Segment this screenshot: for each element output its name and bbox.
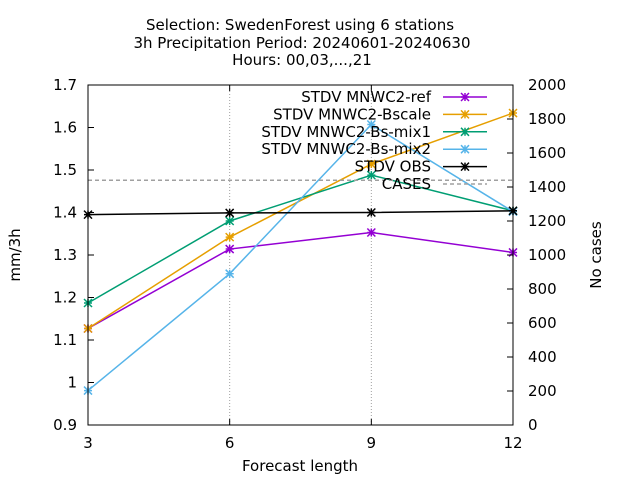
- legend-label: STDV MNWC2-Bs-mix1: [261, 123, 431, 141]
- chart-title: Selection: SwedenForest using 6 stations…: [133, 16, 470, 69]
- series-line: [87, 123, 514, 392]
- y2-tick-label: 1600: [528, 144, 566, 162]
- y-tick-label: 1.1: [53, 331, 77, 349]
- data-point: [225, 208, 235, 218]
- series-4: [83, 206, 518, 220]
- y-tick-label: 1.6: [53, 119, 77, 137]
- legend-marker: [460, 162, 470, 172]
- series-line: [87, 210, 514, 216]
- y-tick-label: 1.4: [53, 204, 77, 222]
- title-line-3: Hours: 00,03,...,21: [232, 51, 372, 69]
- data-point: [366, 227, 376, 238]
- x-tick-label: 6: [225, 434, 235, 452]
- x-tick-label: 12: [503, 434, 522, 452]
- y2-tick-label: 1000: [528, 246, 566, 264]
- title-line-1: Selection: SwedenForest using 6 stations: [146, 16, 454, 34]
- data-point: [366, 170, 376, 180]
- legend-label: STDV OBS: [355, 158, 431, 176]
- y-tick-label: 1.7: [53, 76, 77, 94]
- y2-tick-label: 1400: [528, 178, 566, 196]
- y2-tick-label: 1800: [528, 110, 566, 128]
- data-point: [366, 119, 376, 130]
- y-tick-label: 1.2: [53, 289, 77, 307]
- y2-tick-label: 1200: [528, 212, 566, 230]
- data-point: [366, 159, 376, 169]
- data-point: [366, 207, 376, 218]
- title-line-2: 3h Precipitation Period: 20240601-202406…: [133, 34, 470, 52]
- legend-label: STDV MNWC2-Bs-mix2: [261, 140, 431, 158]
- y2-tick-label: 800: [528, 280, 557, 298]
- series-0: [83, 227, 518, 334]
- y2-tick-label: 2000: [528, 76, 566, 94]
- series-line: [87, 112, 514, 330]
- data-point: [225, 232, 235, 242]
- y-tick-label: 1: [67, 374, 77, 392]
- data-point: [225, 216, 235, 226]
- legend-marker: [460, 109, 470, 119]
- legend-marker: [460, 127, 470, 137]
- x-tick-label: 9: [367, 434, 377, 452]
- series-line: [87, 231, 514, 330]
- y2-tick-label: 0: [528, 416, 538, 434]
- series-2: [83, 170, 518, 308]
- y-tick-label: 0.9: [53, 416, 77, 434]
- data-point: [225, 244, 235, 254]
- legend-label: CASES: [382, 175, 431, 193]
- y-tick-label: 1.5: [53, 161, 77, 179]
- y2-tick-label: 600: [528, 314, 557, 332]
- y-axis-label: mm/3h: [6, 228, 24, 281]
- x-tick-label: 3: [83, 434, 93, 452]
- axes: 0.9 1 1.1 1.2 1.3 1.4 1.5 1.6 1.7 0 200 400 600 800 10…: [53, 76, 566, 452]
- legend-label: STDV MNWC2-Bscale: [273, 105, 431, 123]
- data-point: [225, 269, 235, 279]
- series-line: [87, 174, 514, 304]
- x-axis-label: Forecast length: [242, 457, 358, 475]
- y2-tick-label: 200: [528, 382, 557, 400]
- y2-tick-label: 400: [528, 348, 557, 366]
- series-3: [83, 119, 518, 396]
- legend-label: STDV MNWC2-ref: [301, 88, 431, 106]
- legend-marker: [460, 144, 470, 154]
- y2-axis-label: No cases: [587, 221, 605, 289]
- legend-marker: [460, 92, 470, 102]
- y-tick-label: 1.3: [53, 246, 77, 264]
